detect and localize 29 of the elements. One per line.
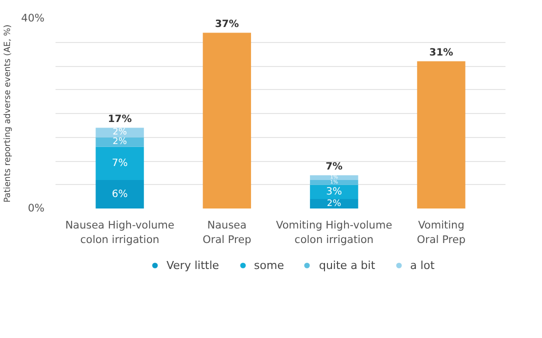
y-tick-label: 40%	[21, 12, 45, 24]
bar	[310, 184, 358, 199]
bar	[96, 180, 144, 208]
x-tick-label: Nausea Oral Prep	[202, 220, 252, 246]
y-axis-title: Patients reporting adverse events (AE, %)	[3, 24, 14, 202]
data-label: 7%	[112, 158, 128, 169]
bar	[96, 137, 144, 147]
legend-label: quite a bit	[318, 258, 376, 272]
bar	[417, 61, 466, 208]
y-tick-label: 0%	[28, 202, 45, 214]
bar	[310, 180, 358, 185]
bar	[96, 128, 144, 138]
data-label: 3%	[326, 186, 342, 198]
bar	[202, 32, 252, 208]
data-label: 2%	[112, 128, 128, 138]
data-label: 31%	[429, 47, 454, 58]
total-label: 7%	[326, 161, 343, 172]
total-label: 17%	[108, 114, 132, 125]
x-tick-label: Nausea High-volume colon irrigation	[65, 220, 174, 246]
legend-label: some	[254, 258, 284, 272]
x-tick-label: Vomiting High-volume colon irrigation	[276, 220, 392, 246]
legend-label: a lot	[410, 258, 435, 272]
bar	[96, 146, 144, 180]
data-label: 2%	[112, 137, 128, 147]
data-label: 6%	[112, 188, 128, 200]
data-label: 2%	[326, 198, 342, 209]
x-tick-label: Vomiting Oral Prep	[416, 220, 466, 246]
legend-label: Very little	[166, 258, 220, 272]
data-label: 37%	[214, 18, 239, 30]
